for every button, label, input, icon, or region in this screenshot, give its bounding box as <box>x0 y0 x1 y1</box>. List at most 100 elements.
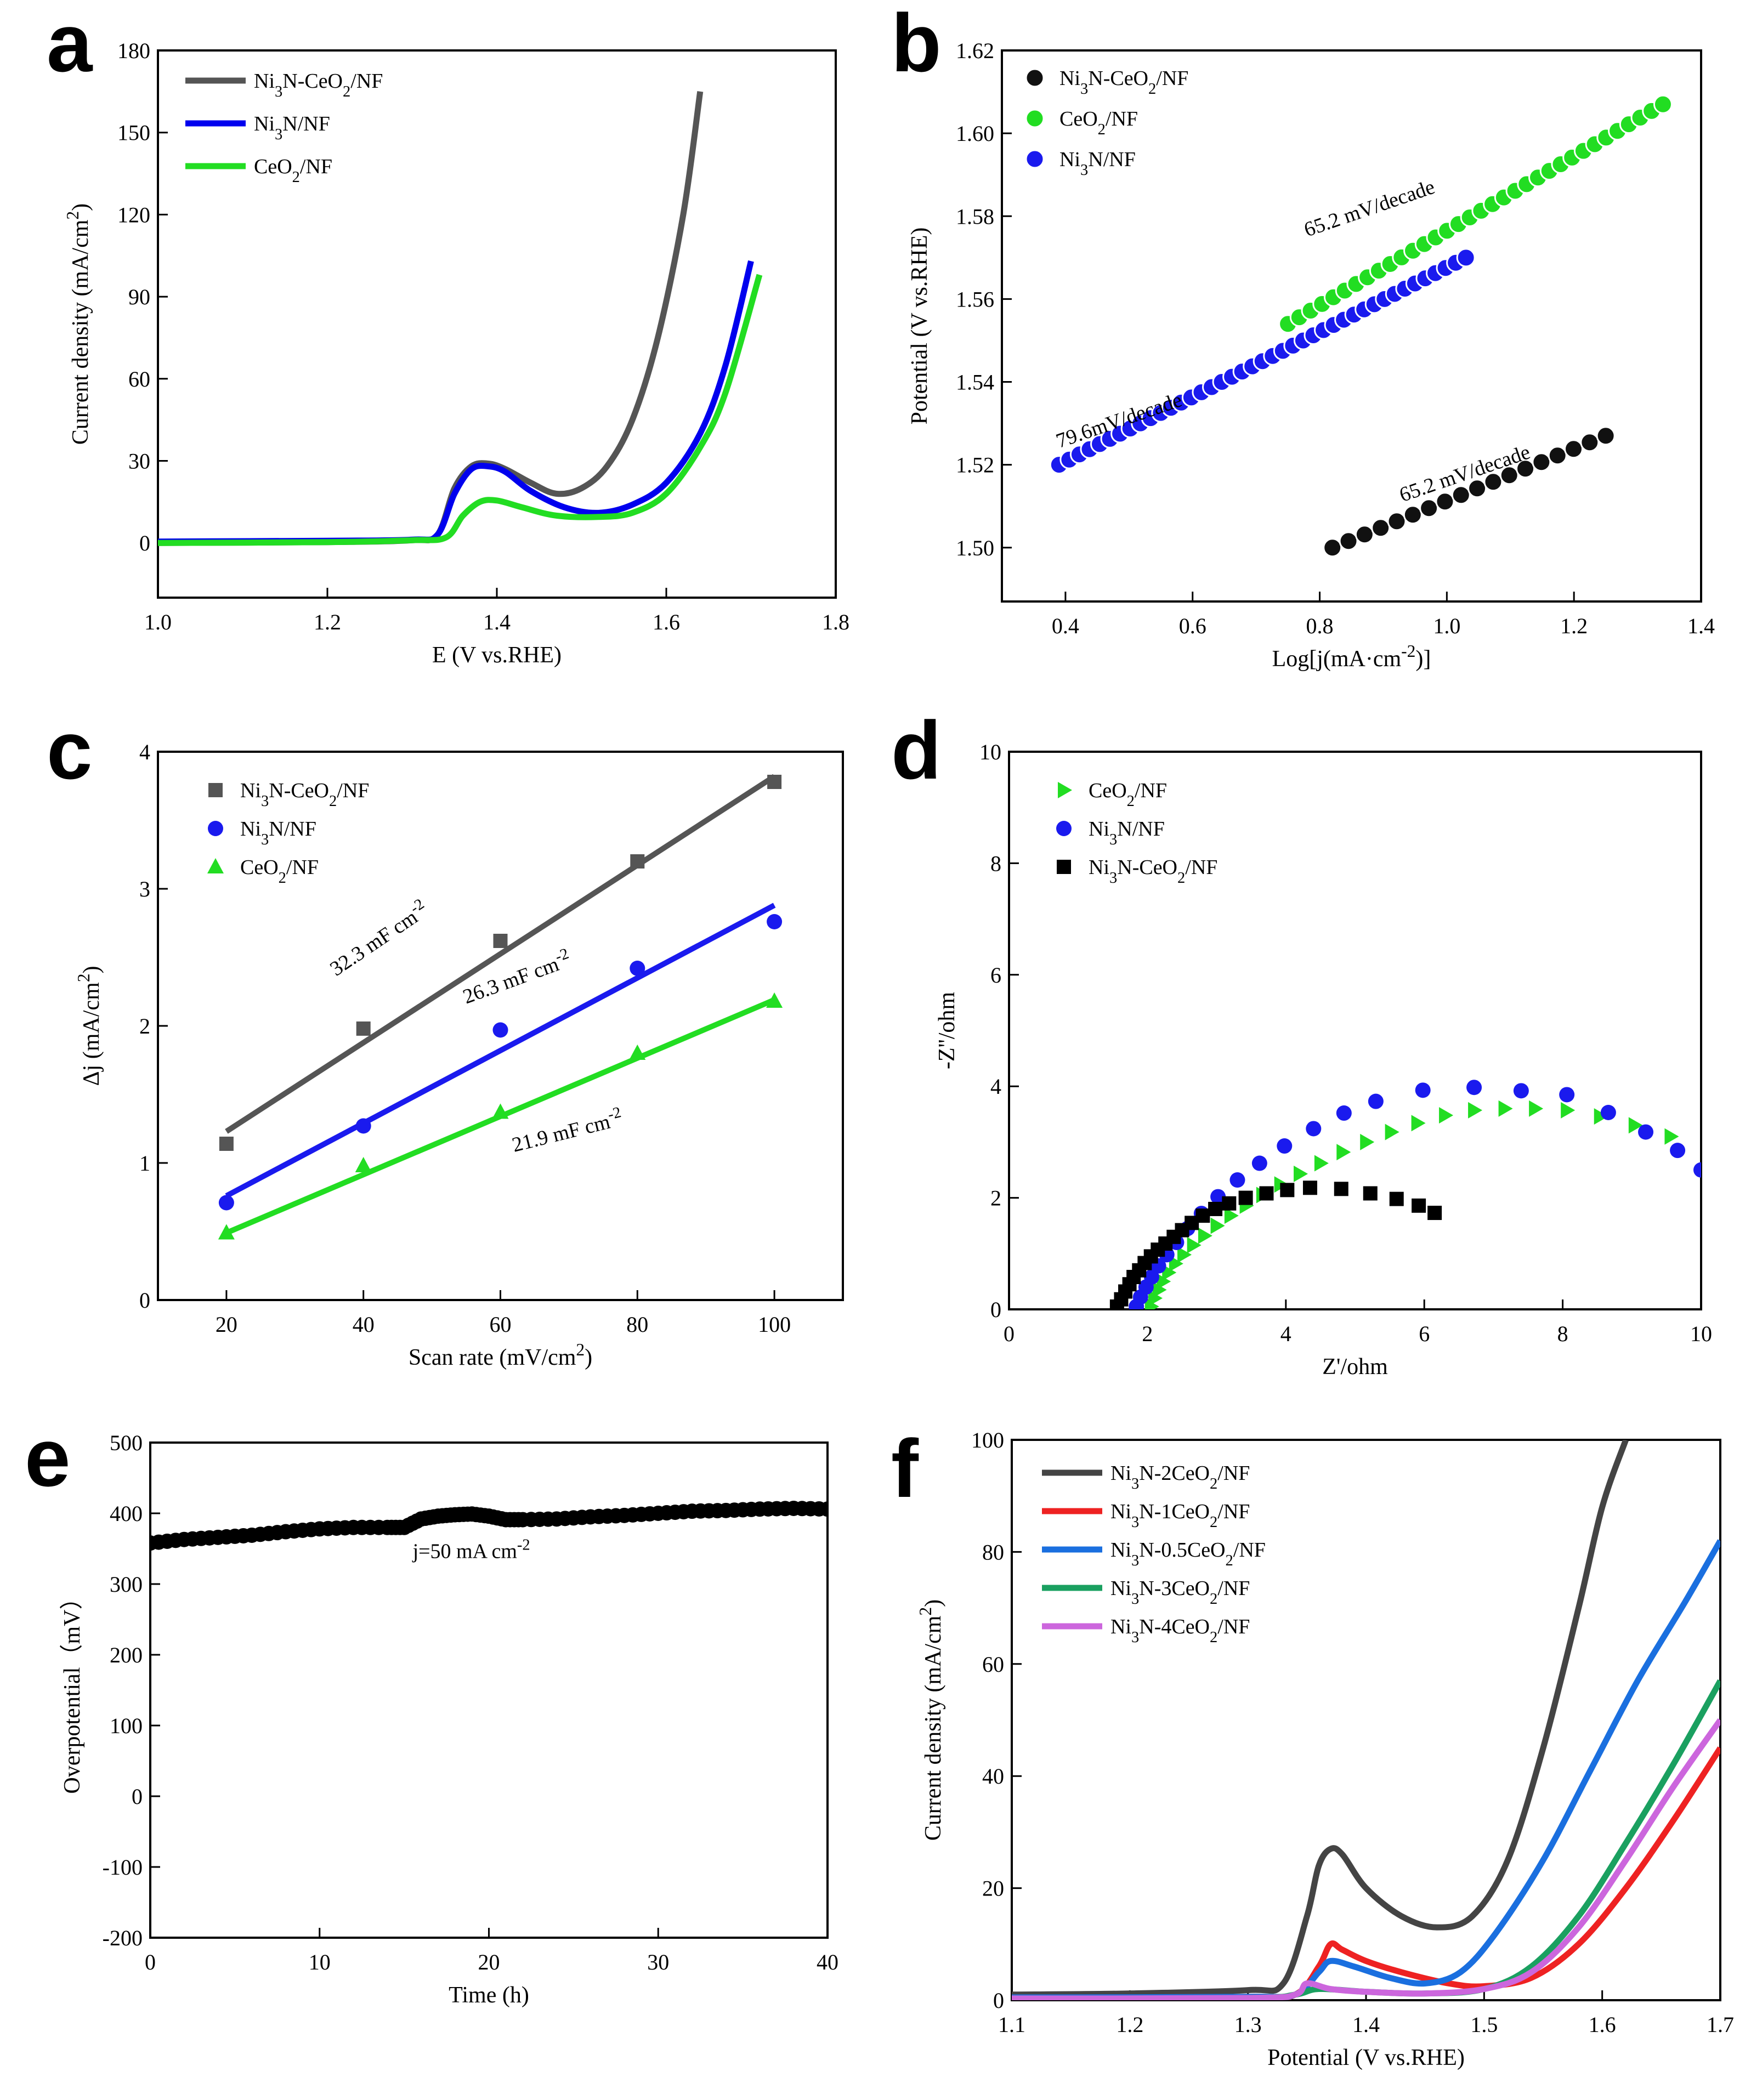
data-point <box>767 914 783 929</box>
data-point <box>1336 1144 1351 1161</box>
x-axis-label: Z'/ohm <box>1322 1354 1388 1380</box>
legend-swatch <box>1025 68 1045 88</box>
data-point <box>493 934 508 948</box>
data-point <box>1198 1227 1212 1244</box>
legend-label: Ni3N-2CeO2/NF <box>1110 1462 1250 1492</box>
legend-label: Ni3N-CeO2/NF <box>1089 856 1217 887</box>
x-tick-label: 20 <box>478 1950 500 1974</box>
x-axis-label: E (V vs.RHE) <box>432 643 562 668</box>
y-tick-label: 1 <box>139 1151 150 1176</box>
data-point <box>1314 1155 1329 1172</box>
y-tick-label: 3 <box>139 877 150 901</box>
legend-label: Ni3N/NF <box>1059 148 1136 179</box>
data-point <box>355 1118 371 1134</box>
data-point <box>1532 452 1551 472</box>
y-tick-label: 500 <box>110 1431 143 1455</box>
data-point <box>820 1501 828 1517</box>
x-axis-label: Potential (V vs.RHE) <box>1267 2045 1465 2070</box>
data-point <box>1468 1102 1483 1119</box>
data-point <box>1222 1196 1237 1211</box>
data-point <box>1580 433 1600 452</box>
data-point <box>1439 1107 1454 1124</box>
series-line-2 <box>158 274 763 546</box>
data-point <box>1251 1155 1267 1171</box>
plot-frame <box>1001 49 1702 603</box>
y-axis-label: Current density (mA/cm2) <box>916 1599 947 1841</box>
panel-letter: b <box>891 0 942 89</box>
data-point <box>1529 1100 1544 1117</box>
y-tick-label: 4 <box>990 1074 1001 1099</box>
annotation: 65.2 mV/decade <box>1301 175 1438 242</box>
legend-label: Ni3N/NF <box>240 818 316 848</box>
legend-swatch <box>207 858 224 873</box>
data-point <box>1229 1172 1245 1188</box>
x-axis-label: Time (h) <box>449 1983 529 2008</box>
plot-area <box>1109 1080 1701 1309</box>
y-tick-label: 400 <box>110 1501 143 1526</box>
x-tick-label: 1.4 <box>1687 614 1715 638</box>
y-tick-label: 1.62 <box>956 38 994 63</box>
x-tick-label: 10 <box>1690 1321 1712 1346</box>
plot-area <box>158 91 763 546</box>
x-tick-label: 20 <box>216 1312 237 1337</box>
data-point <box>1483 472 1503 492</box>
y-tick-label: 120 <box>117 202 150 227</box>
data-point <box>1466 1080 1482 1096</box>
x-tick-label: 100 <box>758 1312 791 1337</box>
legend-swatch <box>1025 109 1045 128</box>
data-point <box>1306 1121 1322 1137</box>
fit-line-1 <box>225 903 776 1199</box>
data-point <box>630 854 645 869</box>
data-point <box>1368 1093 1384 1109</box>
data-point <box>1498 1100 1513 1117</box>
x-tick-label: 1.6 <box>653 610 680 634</box>
y-tick-label: 180 <box>117 38 150 63</box>
data-point <box>1187 1237 1202 1254</box>
data-point <box>1389 1191 1404 1206</box>
data-point <box>1157 1273 1171 1290</box>
y-tick-label: 2 <box>990 1186 1001 1211</box>
data-point <box>1302 1180 1317 1195</box>
data-point <box>1435 492 1455 512</box>
data-point <box>1238 1190 1253 1205</box>
data-point <box>1208 1201 1223 1216</box>
data-point <box>1177 1246 1192 1263</box>
annotation: 26.3 mF cm-2 <box>459 945 575 1008</box>
data-point <box>1499 466 1519 485</box>
x-tick-label: 1.5 <box>1470 2012 1498 2037</box>
x-tick-label: 1.6 <box>1589 2012 1616 2037</box>
x-axis-label: Log[j(mA·cm-2)] <box>1272 642 1431 672</box>
legend-label: Ni3N-4CeO2/NF <box>1110 1615 1250 1646</box>
y-tick-label: 1.56 <box>956 287 994 311</box>
panel-c: c 20 40 60 80 100 0 1 2 3 4 Scan rate (mV/cm2) Δj (m… <box>47 704 844 1370</box>
data-point <box>1195 1208 1210 1223</box>
data-point <box>1693 1162 1701 1178</box>
data-point <box>1467 479 1487 498</box>
data-point <box>1360 1133 1375 1150</box>
y-tick-label: 40 <box>982 1764 1004 1789</box>
panel-letter: f <box>891 1422 919 1514</box>
y-tick-label: 0 <box>139 531 150 555</box>
x-tick-label: 80 <box>626 1312 648 1337</box>
data-point <box>1412 1198 1426 1213</box>
data-point <box>1451 485 1471 505</box>
x-tick-label: 1.8 <box>822 610 849 634</box>
data-point <box>1664 1128 1679 1145</box>
x-tick-label: 30 <box>647 1950 669 1974</box>
y-tick-label: 60 <box>128 367 150 391</box>
legend-swatch <box>1058 782 1072 798</box>
legend-swatch <box>1056 821 1072 836</box>
y-tick-label: 4 <box>139 740 150 764</box>
data-point <box>218 1195 234 1211</box>
plot-area <box>1012 1440 1720 2000</box>
data-point <box>1336 1105 1352 1121</box>
y-tick-label: 0 <box>990 1297 1001 1322</box>
x-tick-label: 0.4 <box>1052 614 1079 638</box>
data-point <box>1516 459 1535 479</box>
panel-d: d 0 2 4 6 8 10 0 2 4 6 8 10 Z'/ohm -Z''/ohm CeO2/NF Ni3N… <box>891 704 1712 1380</box>
y-axis-label: Current density (mA/cm2) <box>63 203 94 445</box>
data-point <box>766 992 783 1008</box>
data-point <box>1653 94 1673 114</box>
legend-swatch <box>1025 149 1045 169</box>
